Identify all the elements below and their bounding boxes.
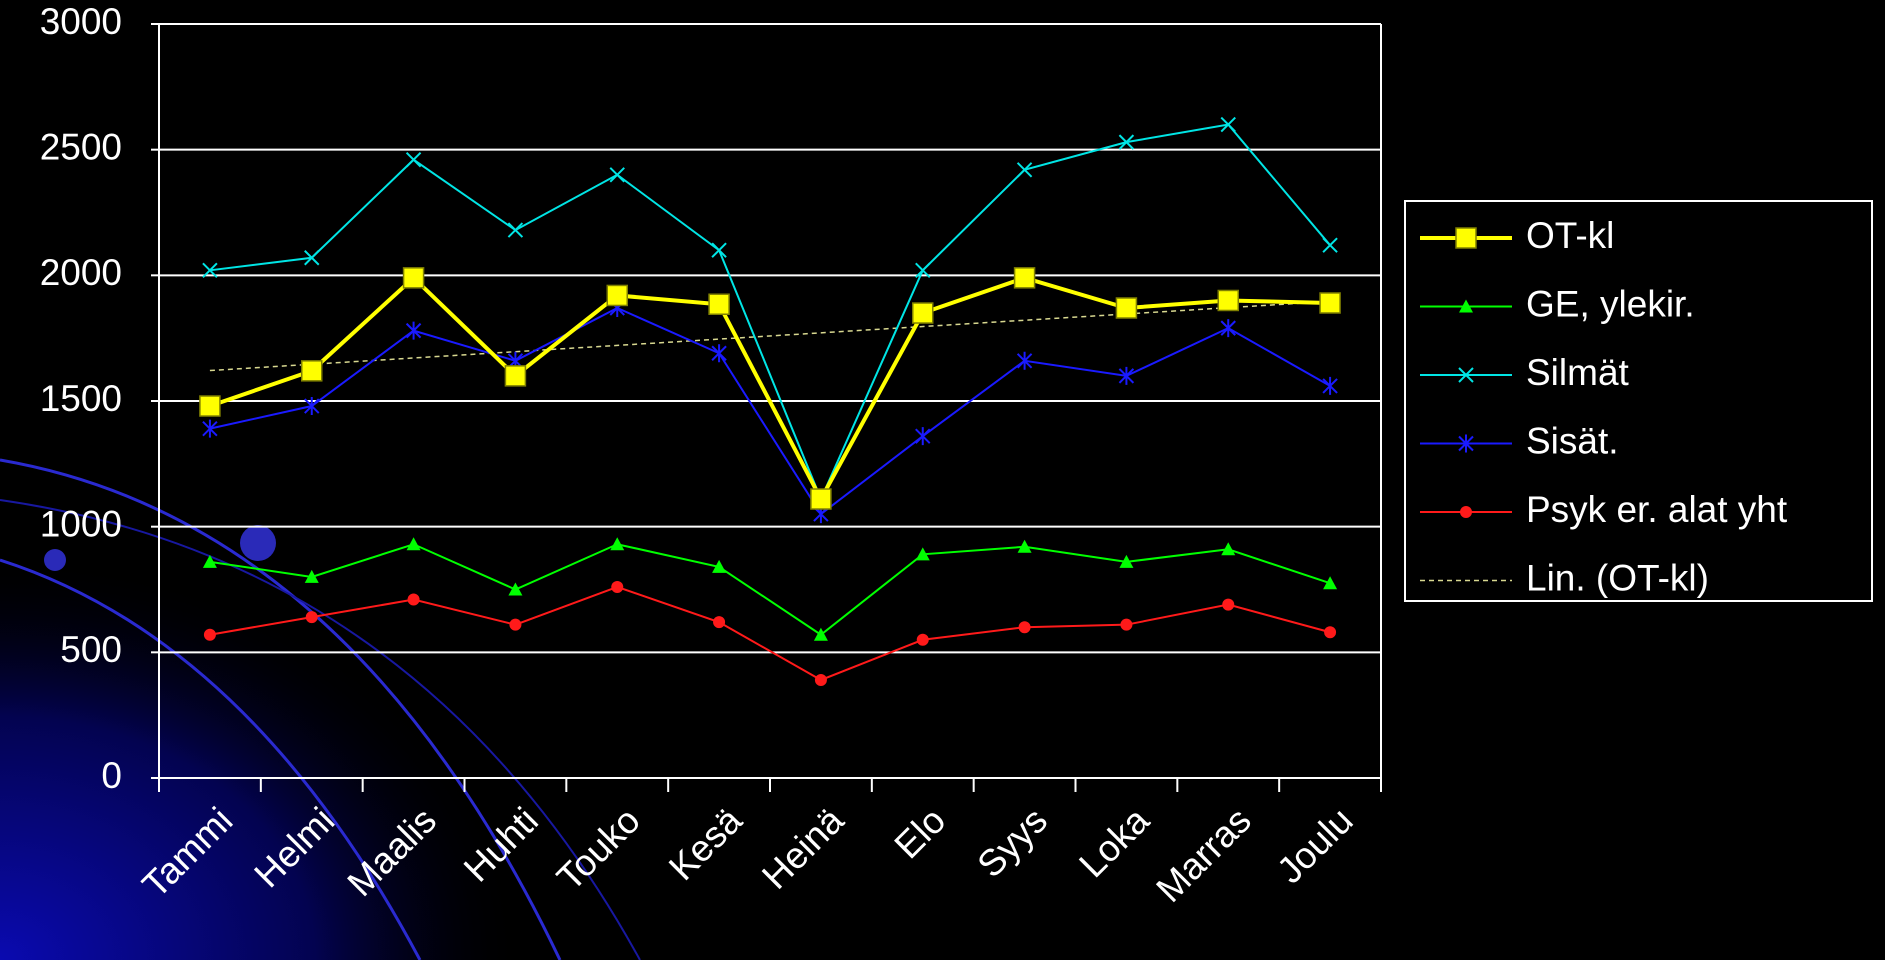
marker	[810, 488, 832, 510]
marker	[1324, 626, 1337, 639]
marker	[708, 293, 730, 315]
marker	[1322, 237, 1338, 253]
marker	[713, 616, 726, 629]
marker	[304, 250, 320, 266]
series	[199, 267, 1341, 510]
decor-dot	[44, 549, 66, 571]
legend-entry: Sisät.	[1420, 420, 1619, 461]
marker	[405, 152, 422, 168]
marker	[1458, 434, 1474, 453]
legend-entry: GE, ylekir.	[1420, 283, 1695, 324]
marker	[406, 537, 421, 551]
marker	[912, 302, 934, 324]
marker	[1323, 576, 1338, 590]
marker	[606, 284, 628, 307]
marker	[1115, 297, 1138, 319]
marker	[1220, 319, 1236, 338]
y-tick-label: 2000	[40, 252, 122, 293]
marker	[915, 547, 930, 561]
line	[209, 275, 1331, 504]
legend-label: GE, ylekir.	[1526, 283, 1695, 324]
y-tick-label: 1000	[40, 503, 122, 544]
marker	[305, 611, 318, 624]
marker	[1120, 618, 1133, 631]
legend-entry: Psyk er. alat yht	[1420, 489, 1788, 530]
marker	[203, 628, 216, 641]
marker	[407, 593, 420, 606]
marker	[504, 365, 527, 387]
marker	[1018, 621, 1031, 634]
marker	[304, 397, 320, 416]
marker	[1322, 376, 1338, 395]
marker	[202, 554, 217, 568]
series	[203, 580, 1337, 686]
marker	[1221, 542, 1236, 556]
marker	[1220, 116, 1236, 133]
line	[209, 123, 1331, 502]
legend-label: Silmät	[1526, 352, 1630, 393]
y-tick-label: 0	[101, 755, 122, 796]
marker	[508, 582, 523, 596]
decor-curve	[0, 558, 422, 960]
marker	[304, 569, 319, 583]
line	[209, 306, 1331, 516]
marker	[1460, 506, 1472, 518]
marker	[916, 633, 929, 646]
y-tick-label: 3000	[40, 1, 122, 42]
trend-line	[209, 300, 1331, 372]
marker	[1217, 289, 1239, 312]
y-tick-label: 1500	[40, 378, 122, 419]
marker	[915, 262, 931, 279]
series	[202, 116, 1338, 507]
y-tick-label: 500	[60, 629, 122, 670]
legend-entry: Silmät	[1420, 352, 1630, 393]
legend-entry: OT-kl	[1420, 215, 1614, 256]
marker	[202, 262, 218, 279]
marker	[915, 427, 931, 446]
marker	[301, 360, 323, 382]
marker	[813, 627, 828, 641]
series	[202, 537, 1338, 641]
legend-entry: Lin. (OT-kl)	[1420, 557, 1709, 598]
legend-label: OT-kl	[1526, 215, 1614, 256]
marker	[1222, 598, 1235, 611]
marker	[402, 267, 425, 289]
marker	[1459, 299, 1473, 313]
marker	[610, 537, 625, 551]
marker	[202, 419, 218, 438]
legend-box	[1404, 200, 1873, 602]
marker	[509, 618, 522, 631]
marker	[1016, 162, 1033, 178]
marker	[1458, 367, 1474, 383]
legend-label: Lin. (OT-kl)	[1526, 557, 1709, 598]
marker	[1017, 539, 1032, 553]
marker	[405, 321, 422, 340]
marker	[1319, 292, 1341, 314]
marker	[1118, 366, 1135, 385]
marker	[711, 242, 727, 258]
marker	[814, 673, 827, 686]
decor-curve	[0, 499, 641, 960]
marker	[1119, 554, 1134, 568]
marker	[1013, 267, 1036, 289]
legend-label: Psyk er. alat yht	[1526, 489, 1788, 530]
marker	[1455, 227, 1477, 249]
line	[209, 585, 1331, 682]
background-glow	[0, 420, 700, 960]
marker	[507, 222, 524, 238]
decor-dot	[240, 525, 276, 561]
series	[202, 299, 1338, 524]
marker	[1118, 134, 1135, 150]
marker	[711, 344, 727, 363]
marker	[609, 167, 625, 183]
marker	[199, 395, 221, 417]
marker	[1016, 351, 1033, 370]
line	[209, 543, 1331, 636]
marker	[712, 559, 727, 573]
marker	[611, 580, 624, 593]
legend-label: Sisät.	[1526, 420, 1619, 461]
y-tick-label: 2500	[40, 126, 122, 167]
